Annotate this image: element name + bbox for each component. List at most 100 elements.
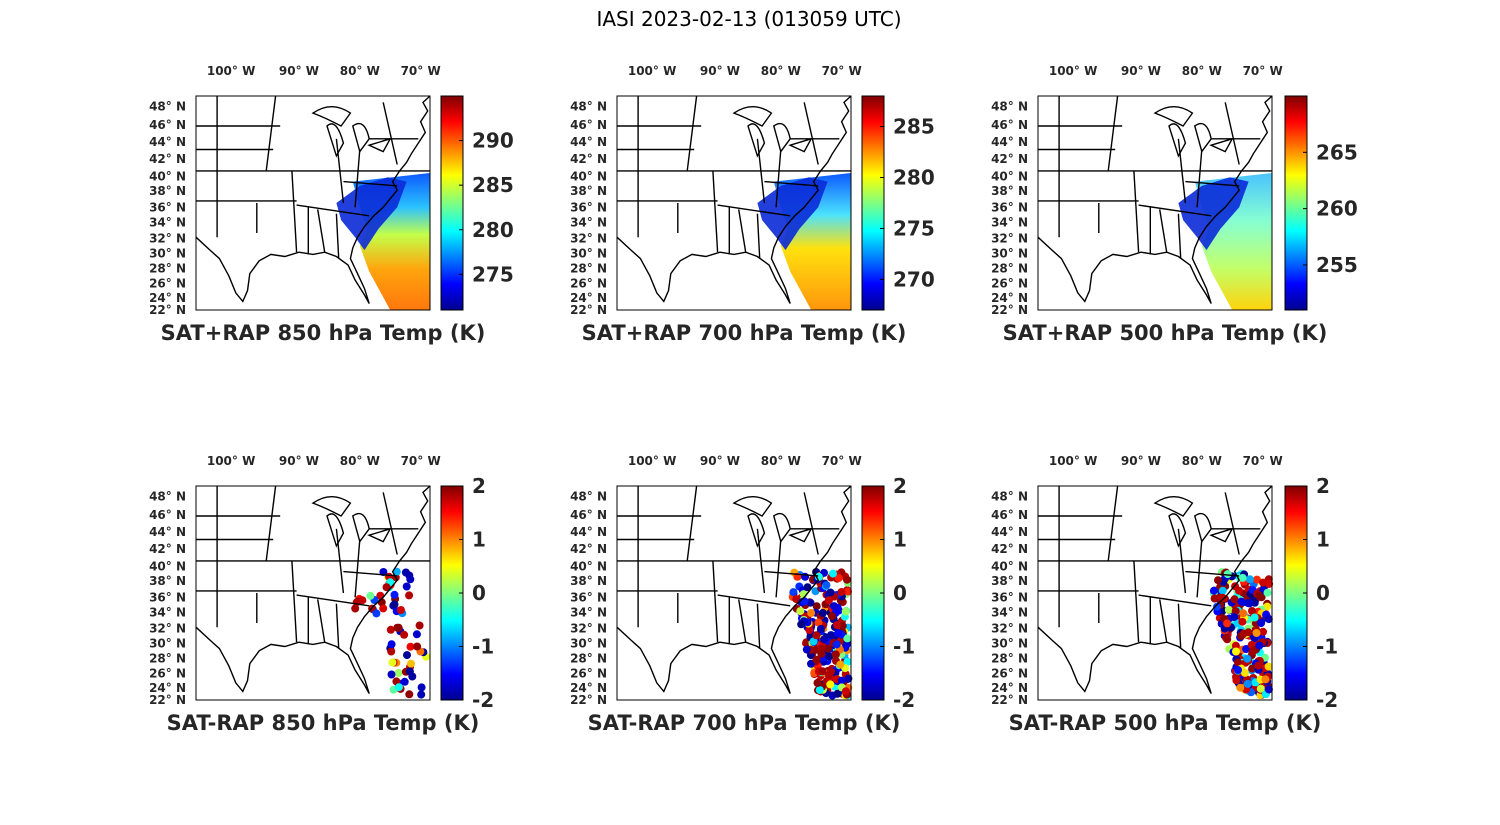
lon-tick-label: 80° W [340,64,380,78]
lat-tick-label: 44° N [570,135,607,149]
observation-point [818,667,827,676]
great-lake [1209,527,1234,543]
observation-point [1230,595,1239,604]
lon-tick-label: 100° W [628,454,676,468]
lat-tick-label: 32° N [149,231,186,245]
lat-tick-label: 28° N [570,261,607,275]
lat-tick-label: 28° N [570,651,607,665]
lat-tick-label: 36° N [991,590,1028,604]
great-lake [732,106,773,127]
state-border [1177,528,1187,594]
state-border [1196,149,1203,208]
great-lake [772,512,791,544]
state-border [1159,209,1168,253]
lat-tick-label: 44° N [149,135,186,149]
lat-tick-label: 46° N [570,118,607,132]
lat-tick-label: 38° N [991,184,1028,198]
state-border [756,213,761,259]
lat-tick-label: 22° N [991,693,1028,707]
panel-p700sum: 100° W 90° W 80° W 70° W 48° N 46° N 44° N 42° … [570,64,935,345]
lat-tick-label: 26° N [149,276,186,290]
state-border [1138,594,1212,607]
lat-tick-label: 22° N [570,303,607,317]
lat-tick-label: 44° N [149,525,186,539]
state-border [775,149,782,208]
lat-tick-label: 32° N [570,231,607,245]
observation-point [1252,629,1261,637]
observation-point [1230,613,1239,622]
data-overlay [336,173,430,310]
observation-point [1264,662,1273,671]
observation-point [390,590,399,599]
great-lake [326,123,345,158]
observation-point [827,631,835,640]
lat-tick-label: 42° N [570,542,607,556]
observation-point [812,655,821,664]
lon-tick-label: 80° W [340,454,380,468]
map-border [616,485,852,701]
lat-tick-label: 22° N [149,693,186,707]
state-border [317,209,326,253]
observation-point [843,634,852,643]
lat-tick-label: 28° N [991,261,1028,275]
state-border [354,149,361,208]
observation-point [352,598,361,607]
observation-point [833,621,841,629]
state-border [1133,560,1140,643]
state-border [335,528,345,594]
state-border [1196,539,1203,598]
lat-tick-label: 30° N [570,246,607,260]
observation-point [1210,594,1219,603]
observation-point [1264,685,1273,694]
lat-tick-label: 30° N [149,636,186,650]
lat-tick-label: 42° N [570,152,607,166]
great-lake [367,527,392,543]
panel-label: SAT-RAP 700 hPa Temp (K) [588,711,901,735]
observation-point [394,683,403,692]
observation-point [844,674,853,683]
colorbar-tick-label: 2 [472,474,486,498]
state-border [686,95,698,171]
lat-tick-label: 26° N [149,666,186,680]
observation-point [824,596,833,605]
observation-point [400,677,409,686]
observation-point [800,597,809,606]
state-border [382,492,398,555]
state-border [686,485,698,561]
observation-point [1250,613,1259,622]
lon-tick-label: 90° W [1121,454,1161,468]
great-lake [311,106,352,127]
colorbar-tick-label: 1 [1316,528,1330,552]
observation-point [415,621,424,630]
colorbar-tick-label: 1 [893,528,907,552]
lon-tick-label: 90° W [1121,64,1161,78]
state-border [803,492,819,555]
lat-tick-label: 32° N [570,621,607,635]
great-lake [788,527,813,543]
observation-point [841,687,850,696]
state-border [803,102,819,165]
observation-point [417,683,426,692]
observation-point [820,635,829,644]
lat-tick-label: 44° N [991,525,1028,539]
state-border [756,528,766,594]
state-border [296,204,370,217]
data-overlay [788,568,853,700]
colorbar-tick-label: -2 [1316,688,1338,712]
lat-tick-label: 22° N [991,303,1028,317]
great-lake [1193,512,1212,544]
observation-point [1223,570,1232,579]
colorbar-tick-label: -1 [893,635,915,659]
lon-tick-label: 80° W [761,64,801,78]
lat-tick-label: 22° N [570,693,607,707]
state-border [1138,204,1212,217]
great-lake [367,137,392,153]
state-border [1224,102,1240,165]
observation-point [826,588,835,597]
lat-tick-label: 36° N [991,200,1028,214]
panels: 100° W 90° W 80° W 70° W 48° N 46° N 44° N 42° … [149,64,1358,735]
observation-point [789,588,798,597]
observation-point [829,569,837,578]
observation-point [366,591,375,600]
coastline [616,95,852,304]
